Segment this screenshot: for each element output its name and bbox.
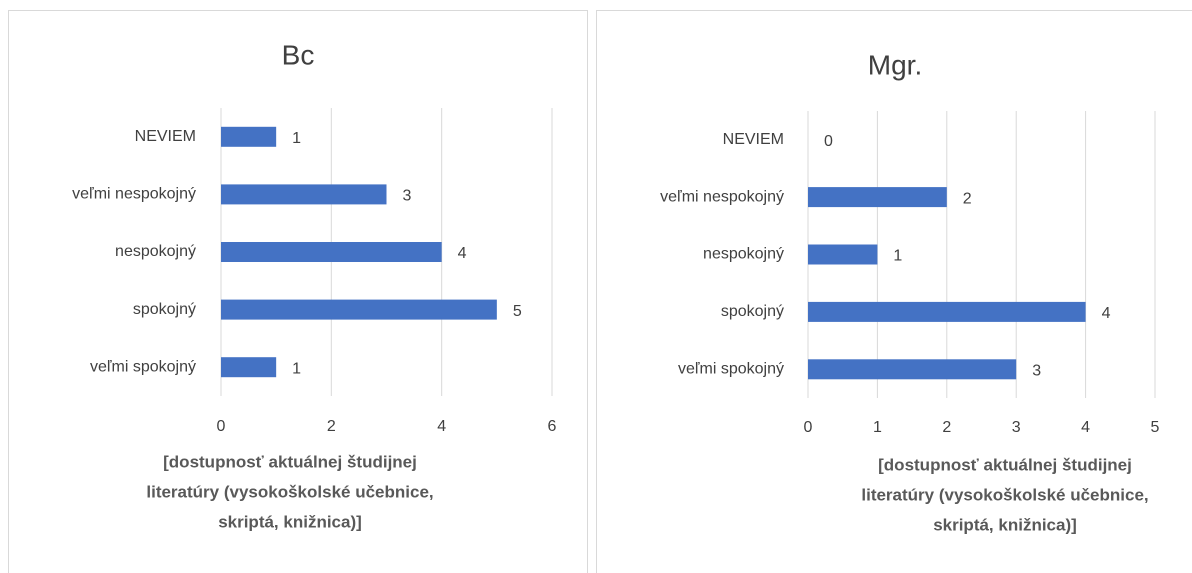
- x-tick-label: 5: [1151, 419, 1160, 436]
- x-tick-label: 4: [1081, 419, 1090, 436]
- bar: [221, 184, 387, 205]
- bar: [808, 244, 878, 265]
- bar: [808, 301, 1086, 322]
- y-tick-label: veľmi nespokojný: [660, 188, 784, 205]
- data-label: 1: [292, 360, 301, 377]
- data-label: 4: [458, 245, 467, 262]
- bar: [808, 187, 947, 208]
- x-axis-label: [dostupnosť aktuálnej študijnej: [163, 452, 417, 471]
- data-label: 2: [963, 190, 972, 207]
- y-tick-label: veľmi spokojný: [90, 358, 196, 375]
- x-axis-label: literatúry (vysokoškolské učebnice,: [146, 482, 433, 501]
- bar: [808, 359, 1017, 380]
- bar: [221, 126, 277, 147]
- y-tick-label: spokojný: [133, 301, 196, 318]
- data-label: 0: [824, 133, 833, 150]
- data-label: 3: [1032, 363, 1041, 380]
- data-label: 4: [1102, 305, 1111, 322]
- bar: [221, 299, 497, 320]
- y-tick-label: veľmi spokojný: [678, 361, 784, 378]
- y-tick-label: spokojný: [721, 303, 784, 320]
- y-tick-label: veľmi nespokojný: [72, 186, 196, 203]
- x-axis-label: skriptá, knižnica)]: [218, 512, 362, 531]
- data-label: 3: [403, 188, 412, 205]
- chart: Bc 0 2 4 6 NEVIEM 1 veľmi nespokojný 3 nespokojný…: [72, 39, 556, 531]
- x-tick-label: 0: [217, 418, 226, 435]
- chart-title: Bc: [282, 39, 315, 70]
- chart-title: Mgr.: [868, 49, 922, 80]
- y-tick-label: NEVIEM: [723, 131, 784, 148]
- data-label: 5: [513, 303, 522, 320]
- bar: [221, 357, 277, 378]
- y-tick-label: NEVIEM: [135, 128, 196, 145]
- x-tick-label: 0: [804, 419, 813, 436]
- y-tick-label: nespokojný: [703, 246, 784, 263]
- x-tick-label: 2: [327, 418, 336, 435]
- x-tick-label: 4: [437, 418, 446, 435]
- x-axis-label: [dostupnosť aktuálnej študijnej: [878, 455, 1132, 474]
- panel: [8, 10, 588, 573]
- x-tick-label: 1: [873, 419, 882, 436]
- data-label: 1: [292, 130, 301, 147]
- x-tick-label: 3: [1012, 419, 1021, 436]
- panel: [596, 10, 1192, 573]
- x-axis-label: skriptá, knižnica)]: [933, 515, 1077, 534]
- x-tick-label: 6: [548, 418, 557, 435]
- bar: [221, 242, 442, 262]
- x-tick-label: 2: [942, 419, 951, 436]
- data-label: 1: [893, 248, 902, 265]
- y-tick-label: nespokojný: [115, 243, 196, 260]
- chart: Mgr. 0 1 2 3 4 5 NEVIEM 0 veľmi nespokojný 2 nespok…: [660, 49, 1159, 534]
- x-axis-label: literatúry (vysokoškolské učebnice,: [861, 485, 1148, 504]
